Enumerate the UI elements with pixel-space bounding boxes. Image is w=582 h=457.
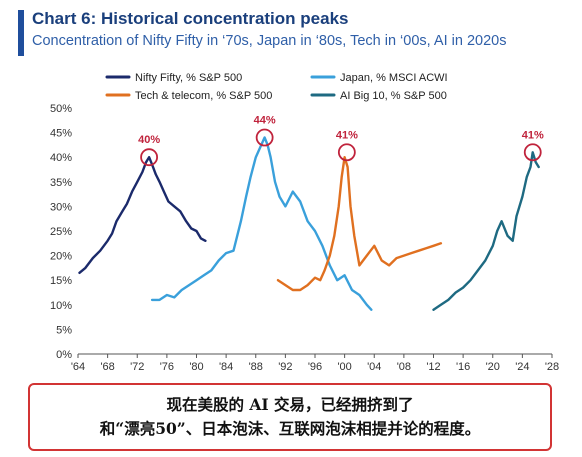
x-tick-label: '96 [308,361,322,373]
y-tick-label: 50% [50,103,72,115]
chart-subtitle: Concentration of Nifty Fifty in ‘70s, Ja… [32,33,507,49]
x-tick-label: '28 [545,361,559,373]
x-tick-label: '68 [100,361,114,373]
y-tick-label: 30% [50,201,72,213]
peak-circle [255,128,274,147]
x-tick-label: '16 [456,361,470,373]
x-tick-label: '08 [397,361,411,373]
title-accent-bar [18,10,24,56]
peak-label: 41% [336,129,358,141]
peak-label: 40% [138,134,160,146]
chart-title: Chart 6: Historical concentration peaks [32,9,349,28]
y-tick-label: 0% [56,349,72,361]
x-tick-label: '80 [189,361,203,373]
x-tick-label: '12 [426,361,440,373]
peak-label: 41% [522,129,544,141]
x-tick-label: '00 [337,361,351,373]
x-tick-label: '88 [249,361,263,373]
caption-line-2: 和“漂亮50”、日本泡沫、互联网泡沫相提并论的程度。 [99,419,481,438]
series-line-3 [276,155,443,292]
series-line-4 [432,151,540,311]
x-tick-label: '20 [486,361,500,373]
x-tick-label: '84 [219,361,233,373]
x-tick-label: '24 [515,361,529,373]
legend-label: Tech & telecom, % S&P 500 [135,90,272,102]
peak-circle [140,148,159,167]
caption-box: 现在美股的 AI 交易，已经拥挤到了 和“漂亮50”、日本泡沫、互联网泡沫相提并… [28,383,552,451]
y-tick-label: 35% [50,177,72,189]
x-tick-label: '72 [130,361,144,373]
legend-label: AI Big 10, % S&P 500 [340,90,447,102]
peak-circle [523,143,542,162]
x-tick-label: '64 [71,361,85,373]
y-tick-label: 15% [50,275,72,287]
legend-label: Nifty Fifty, % S&P 500 [135,72,242,84]
series-line-1 [78,155,207,274]
x-tick-label: '92 [278,361,292,373]
y-tick-label: 25% [50,226,72,238]
y-tick-label: 10% [50,300,72,312]
y-tick-label: 45% [50,128,72,140]
caption-line-1: 现在美股的 AI 交易，已经拥挤到了 [166,395,414,414]
x-tick-label: '04 [367,361,381,373]
peak-circle [337,143,356,162]
legend-label: Japan, % MSCI ACWI [340,72,448,84]
series-line-2 [150,136,373,311]
x-tick-label: '76 [160,361,174,373]
y-tick-label: 40% [50,152,72,164]
y-tick-label: 5% [56,324,72,336]
y-tick-label: 20% [50,251,72,263]
peak-label: 44% [254,115,276,127]
